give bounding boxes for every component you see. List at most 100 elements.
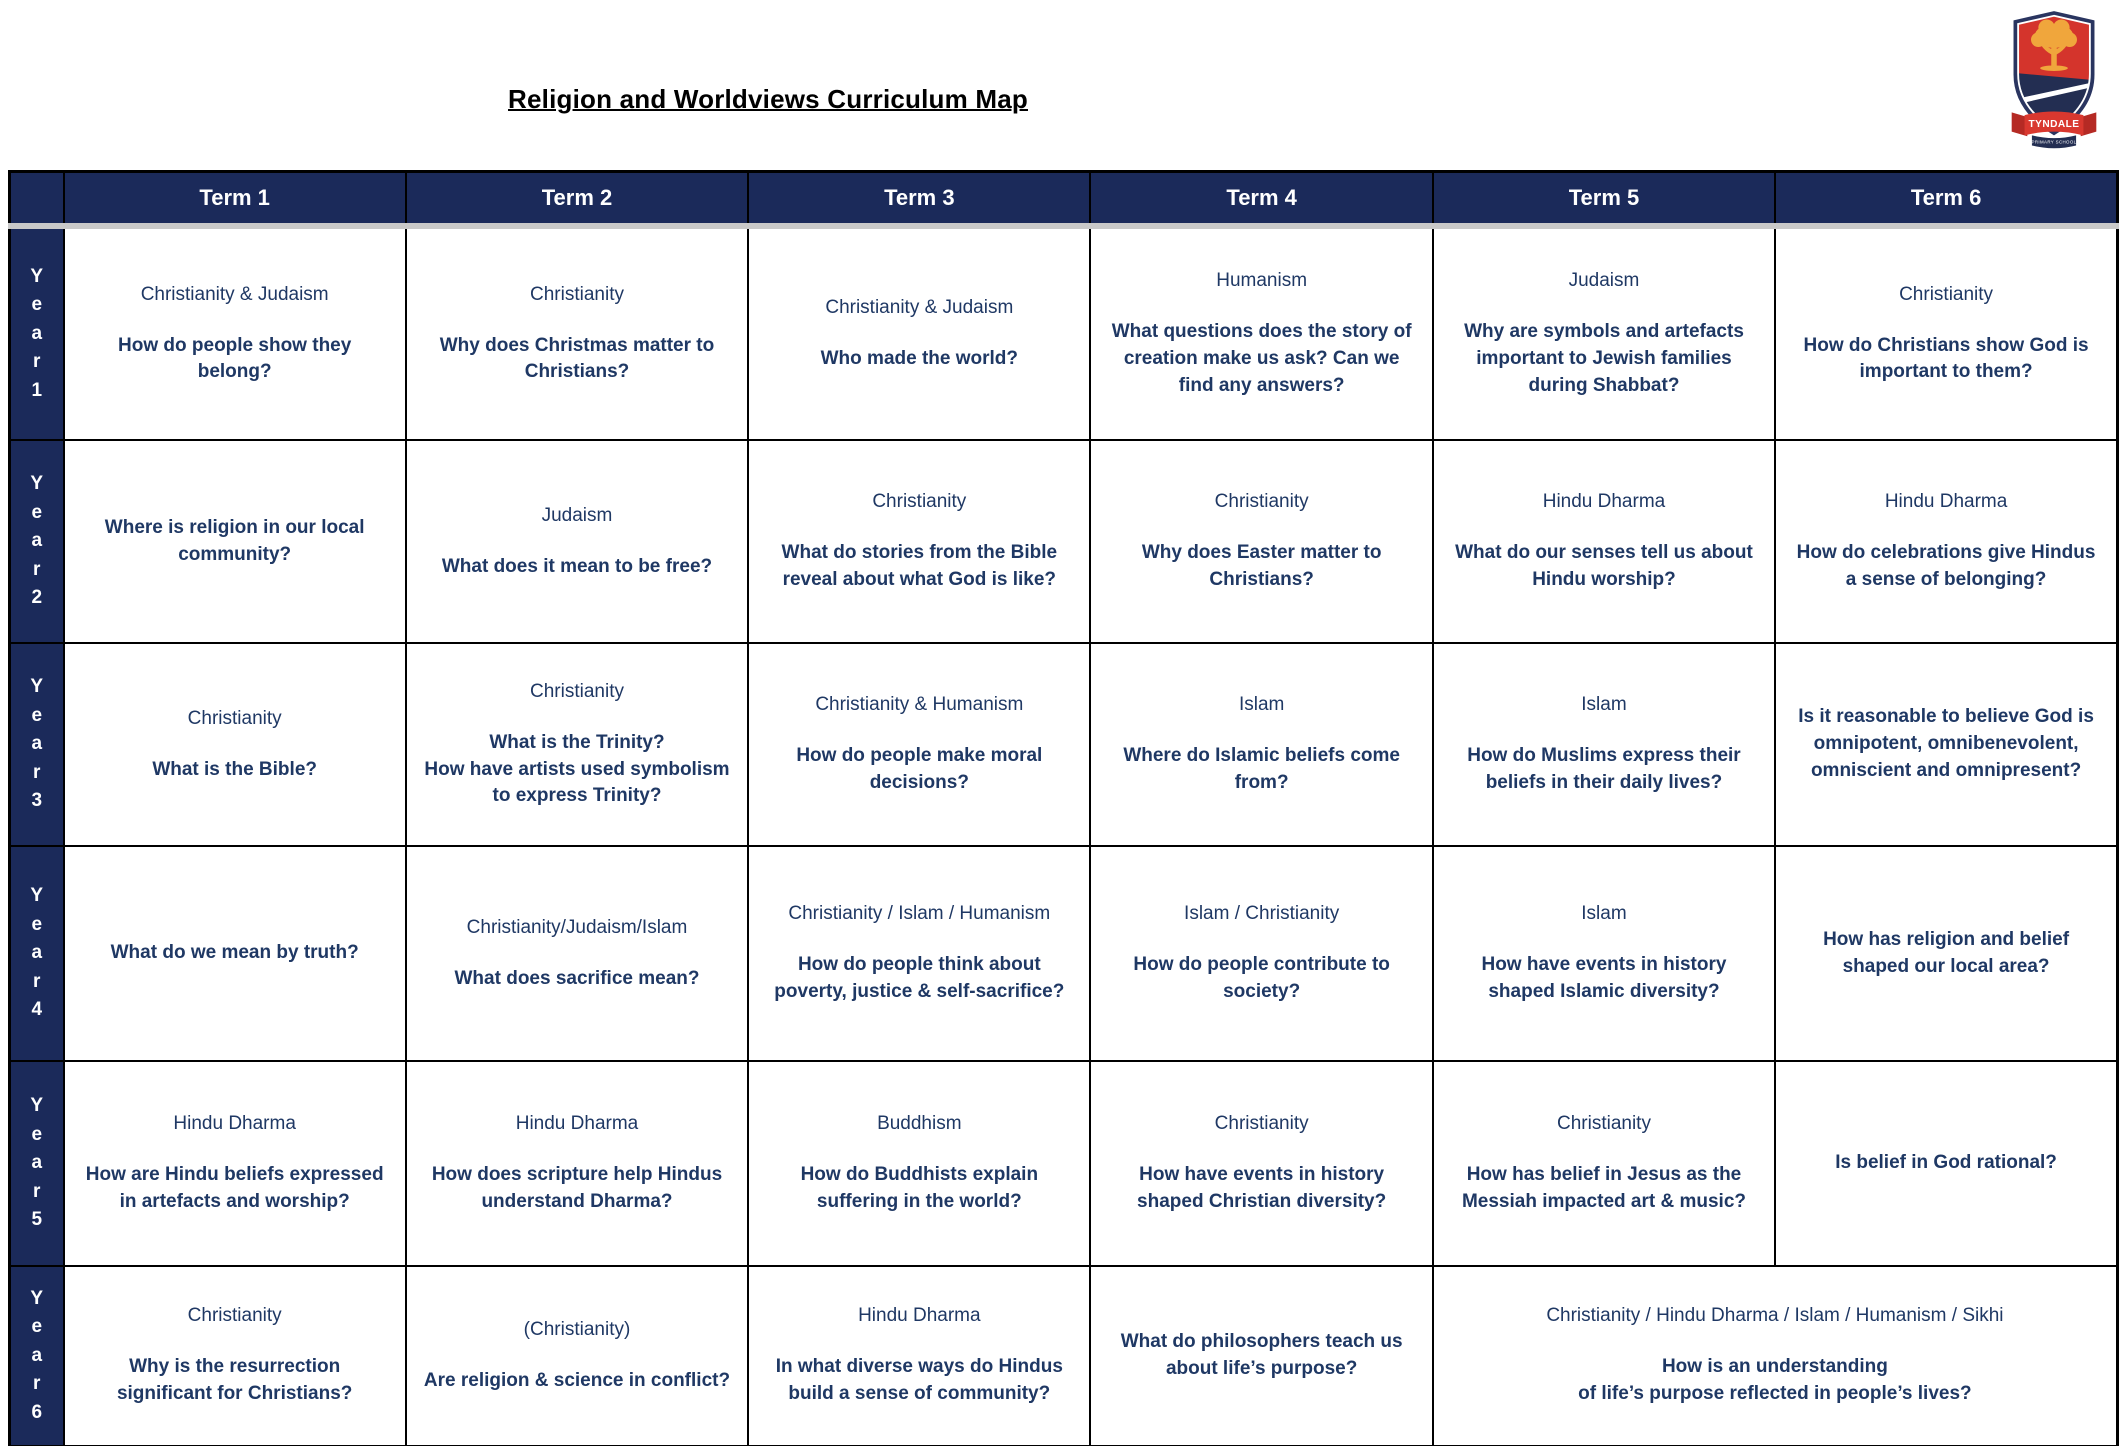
curriculum-cell: Christianity / Islam / Humanism How do pe…	[747, 845, 1092, 1062]
curriculum-cell: Is belief in God rational?	[1774, 1060, 2119, 1267]
year-cell: Year 6	[8, 1265, 65, 1446]
curriculum-table: Term 1 Term 2 Term 3 Term 4 Term 5 Term …	[8, 170, 2119, 1446]
cell-question: What do our senses tell us about Hindu w…	[1455, 542, 1753, 590]
cell-religion: Hindu Dharma	[858, 1305, 981, 1327]
cell-religion: Islam	[1581, 903, 1627, 925]
curriculum-cell: Islam How do Muslims express their belief…	[1431, 642, 1777, 847]
cell-question: Are religion & science in conflict?	[423, 1369, 731, 1391]
year-label: Year 2	[30, 473, 44, 609]
year-label: Year 4	[30, 885, 44, 1021]
year-label: Year 6	[30, 1287, 44, 1423]
cell-religion: Christianity	[1214, 1113, 1309, 1135]
cell-religion: Christianity	[187, 1305, 282, 1327]
curriculum-cell: Hindu Dharma In what diverse ways do Hind…	[747, 1265, 1092, 1446]
cell-religion: Christianity	[187, 707, 282, 729]
cell-religion: Christianity / Hindu Dharma / Islam / Hu…	[1546, 1305, 2004, 1327]
corner-cell	[8, 170, 65, 227]
table-row-year-6: Year 6 Christianity Why is the resurrecti…	[8, 1265, 2119, 1446]
term-header: Term 1	[62, 170, 407, 227]
curriculum-cell: Islam / Christianity How do people contri…	[1089, 845, 1434, 1062]
cell-religion: Judaism	[1568, 270, 1640, 292]
cell-question: How have events in history shaped Christ…	[1137, 1164, 1387, 1212]
curriculum-cell: Humanism What questions does the story of…	[1089, 223, 1434, 441]
cell-religion: Humanism	[1216, 270, 1308, 292]
curriculum-cell: Hindu Dharma How are Hindu beliefs expres…	[62, 1060, 407, 1267]
curriculum-cell: Christianity Why is the resurrection sign…	[62, 1265, 407, 1446]
cell-religion: Islam	[1238, 694, 1285, 716]
cell-question: Is belief in God rational?	[1835, 1152, 2057, 1174]
cell-religion: Christianity	[872, 491, 967, 513]
curriculum-cell: Christianity & Humanism How do people mak…	[747, 642, 1092, 847]
cell-question: How do celebrations give Hindus a sense …	[1796, 542, 2096, 590]
cell-question: Why does Christmas matter to Christians?	[439, 334, 715, 383]
term-header: Term 2	[404, 170, 750, 227]
curriculum-cell: Islam Where do Islamic beliefs come from?	[1089, 642, 1434, 847]
curriculum-cell: Judaism What does it mean to be free?	[404, 439, 750, 644]
cell-question: What does sacrifice mean?	[454, 967, 700, 989]
table-row-year-4: Year 4 What do we mean by truth? Christi…	[8, 845, 2119, 1062]
cell-religion: Hindu Dharma	[173, 1113, 296, 1135]
page-title: Religion and Worldviews Curriculum Map	[508, 84, 1028, 114]
cell-question: What do philosophers teach us about life…	[1120, 1330, 1403, 1379]
cell-religion: Islam	[1581, 694, 1627, 716]
year-cell: Year 1	[8, 223, 65, 441]
curriculum-cell: Christianity How do Christians show God i…	[1774, 223, 2119, 441]
cell-question: How has belief in Jesus as the Messiah i…	[1461, 1164, 1746, 1212]
cell-question: What does it mean to be free?	[441, 555, 713, 577]
cell-question: Where is religion in our local community…	[104, 516, 365, 565]
school-logo: TYNDALE PRIMARY SCHOOL	[2011, 11, 2097, 149]
cell-religion: Christianity & Judaism	[140, 283, 329, 305]
cell-religion: Islam / Christianity	[1184, 903, 1340, 925]
curriculum-cell: Is it reasonable to believe God is omnip…	[1774, 642, 2119, 847]
curriculum-cell: What do we mean by truth?	[62, 845, 407, 1062]
curriculum-cell: Christianity & Judaism Who made the world…	[747, 223, 1092, 441]
cell-religion: (Christianity)	[523, 1318, 631, 1340]
curriculum-cell: Christianity Why does Christmas matter to…	[404, 223, 750, 441]
cell-question: How are Hindu beliefs expressed in artef…	[85, 1164, 384, 1212]
cell-question: Who made the world?	[820, 348, 1019, 369]
curriculum-cell: Christianity What do stories from the Bib…	[747, 439, 1092, 644]
curriculum-cell: Islam How have events in history shaped I…	[1431, 845, 1777, 1062]
curriculum-cell: Hindu Dharma How does scripture help Hind…	[404, 1060, 750, 1267]
table-row-year-3: Year 3 Christianity What is the Bible? Ch…	[8, 642, 2119, 847]
curriculum-cell: Hindu Dharma How do celebrations give Hin…	[1774, 439, 2119, 644]
cell-question: Where do Islamic beliefs come from?	[1123, 745, 1400, 793]
cell-religion: Christianity & Judaism	[825, 297, 1014, 319]
cell-question: Why does Easter matter to Christians?	[1141, 542, 1382, 590]
cell-religion: Christianity & Humanism	[815, 694, 1024, 716]
curriculum-cell: Christianity How have events in history s…	[1089, 1060, 1434, 1267]
cell-religion: Christianity	[530, 680, 624, 702]
curriculum-cell: Christianity What is the Trinity? How hav…	[404, 642, 750, 847]
term-header: Term 3	[747, 170, 1092, 227]
curriculum-cell: Buddhism How do Buddhists explain sufferi…	[747, 1060, 1092, 1267]
cell-religion: Christianity	[1556, 1113, 1651, 1135]
cell-religion: Buddhism	[877, 1113, 962, 1135]
cell-question: How do people make moral decisions?	[796, 745, 1043, 793]
cell-question: How do Muslims express their beliefs in …	[1467, 745, 1741, 793]
curriculum-cell: Christianity & Judaism How do people show…	[62, 223, 407, 441]
curriculum-cell: Judaism Why are symbols and artefacts imp…	[1431, 223, 1777, 441]
cell-religion: Christianity	[1899, 283, 1994, 305]
cell-question: Why are symbols and artefacts important …	[1464, 321, 1744, 396]
curriculum-cell: Christianity How has belief in Jesus as t…	[1431, 1060, 1777, 1267]
cell-question: What do we mean by truth?	[110, 942, 359, 964]
curriculum-cell: Where is religion in our local community…	[62, 439, 407, 644]
shield-road-stripe	[2018, 82, 2090, 105]
curriculum-cell: Christianity/Judaism/Islam What does sacr…	[404, 845, 750, 1062]
curriculum-cell: (Christianity) Are religion & science in …	[404, 1265, 750, 1446]
term-header: Term 6	[1774, 170, 2119, 227]
table-row-year-5: Year 5 Hindu Dharma How are Hindu beliefs…	[8, 1060, 2119, 1267]
cell-question: In what diverse ways do Hindus build a s…	[775, 1356, 1063, 1405]
cell-question: Is it reasonable to believe God is omnip…	[1798, 706, 2094, 781]
table-row-year-2: Year 2 Where is religion in our local co…	[8, 439, 2119, 644]
year-label: Year 1	[30, 265, 44, 401]
cell-religion: Christianity/Judaism/Islam	[466, 916, 688, 938]
curriculum-cell: What do philosophers teach us about life…	[1089, 1265, 1434, 1446]
year-cell: Year 3	[8, 642, 65, 847]
cell-question: What is the Trinity? How have artists us…	[424, 731, 730, 807]
cell-question: Why is the resurrection significant for …	[116, 1356, 353, 1405]
year-cell: Year 2	[8, 439, 65, 644]
cell-question: How do people think about poverty, justi…	[774, 954, 1065, 1002]
ribbon-banner: TYNDALE	[2011, 111, 2097, 137]
